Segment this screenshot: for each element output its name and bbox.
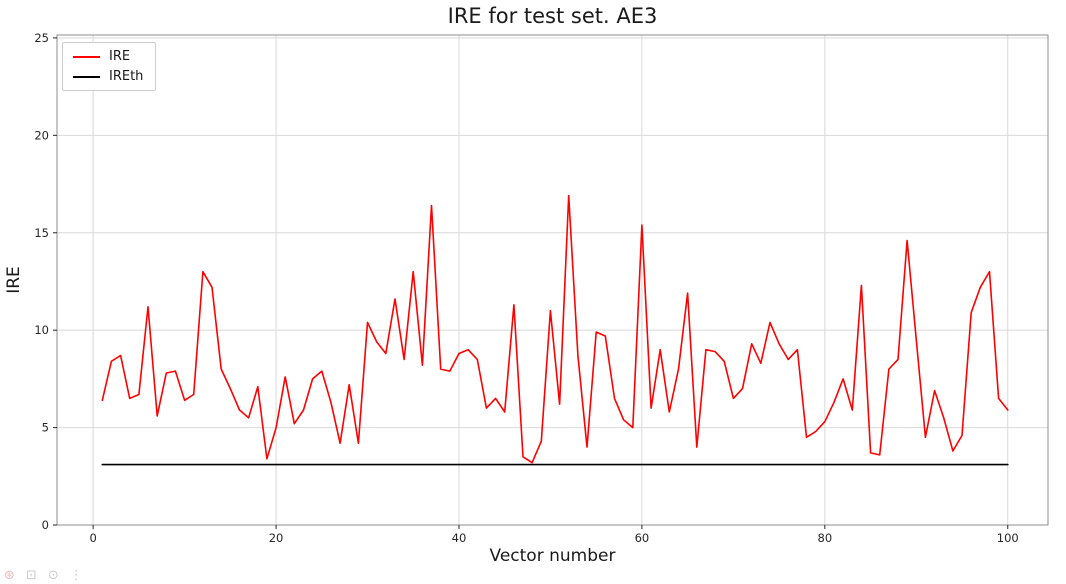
legend: IRE IREth xyxy=(62,42,157,91)
y-axis-label: IRE xyxy=(4,266,24,294)
y-tick-label: 20 xyxy=(34,128,49,142)
y-tick-label: 0 xyxy=(42,518,49,532)
legend-label: IRE xyxy=(109,49,131,64)
legend-entry-ireth: IREth xyxy=(73,70,143,83)
chart-title: IRE for test set. AE3 xyxy=(447,4,658,28)
y-tick-label: 15 xyxy=(34,226,49,240)
y-tick-label: 25 xyxy=(34,31,49,45)
x-tick-label: 100 xyxy=(997,531,1019,545)
x-tick-label: 40 xyxy=(452,531,467,545)
x-tick-label: 60 xyxy=(635,531,650,545)
x-tick-label: 0 xyxy=(89,531,96,545)
legend-line-swatch xyxy=(73,55,100,58)
ire-line xyxy=(101,194,1009,464)
zoom-icon[interactable]: ⊙ xyxy=(47,568,59,583)
pan-icon[interactable]: ⊡ xyxy=(25,568,37,583)
home-icon[interactable]: ⊛ xyxy=(4,568,15,583)
legend-line-swatch xyxy=(73,75,100,78)
x-tick-label: 20 xyxy=(269,531,284,545)
menu-icon[interactable]: ⋮ xyxy=(69,568,83,583)
y-tick-label: 5 xyxy=(42,421,49,435)
plot-border xyxy=(56,34,1049,526)
x-axis-label: Vector number xyxy=(489,546,616,566)
legend-entry-ire: IRE xyxy=(73,50,143,63)
legend-label: IREth xyxy=(109,69,144,84)
y-tick-label: 10 xyxy=(34,323,49,337)
x-tick-label: 80 xyxy=(818,531,833,545)
plot-toolbar: ⊛ ⊡ ⊙ ⋮ xyxy=(4,568,83,583)
